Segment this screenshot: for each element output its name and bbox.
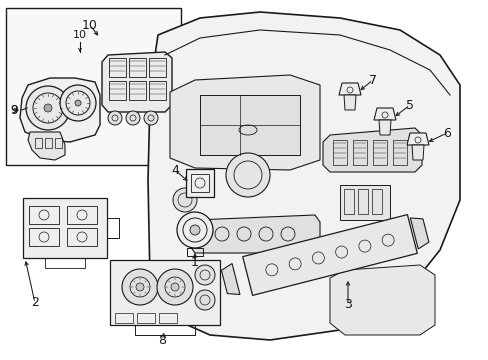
Text: 10: 10 [73, 30, 87, 40]
Bar [339, 185, 389, 220]
Bar [67, 228, 97, 246]
Bar [343, 189, 353, 214]
Circle shape [225, 153, 269, 197]
Circle shape [173, 188, 197, 212]
Bar [392, 140, 406, 165]
Bar [200, 95, 299, 155]
Circle shape [195, 265, 215, 285]
Text: 4: 4 [171, 163, 179, 176]
Circle shape [126, 111, 140, 125]
Circle shape [26, 86, 70, 130]
Text: 10: 10 [82, 18, 98, 32]
Polygon shape [102, 52, 172, 112]
Bar [45, 258, 85, 268]
Circle shape [60, 85, 96, 121]
Bar [109, 81, 126, 100]
Circle shape [108, 111, 122, 125]
Bar [371, 189, 381, 214]
Bar [159, 313, 177, 323]
Polygon shape [323, 128, 421, 172]
Bar [185, 169, 214, 197]
Polygon shape [378, 120, 390, 135]
Text: 9: 9 [10, 104, 18, 117]
Bar [6, 8, 181, 165]
Polygon shape [406, 133, 428, 145]
Bar [352, 140, 366, 165]
Text: 3: 3 [344, 298, 351, 311]
Polygon shape [338, 83, 360, 95]
Polygon shape [373, 108, 395, 120]
Circle shape [44, 104, 52, 112]
Bar [107, 218, 119, 238]
Polygon shape [148, 12, 459, 340]
Bar [186, 248, 203, 256]
Polygon shape [221, 264, 240, 294]
Bar [23, 198, 107, 258]
Polygon shape [343, 95, 355, 110]
Polygon shape [329, 265, 434, 335]
Bar [149, 81, 165, 100]
Text: 8: 8 [158, 333, 165, 346]
Bar [67, 206, 97, 224]
Polygon shape [170, 75, 319, 170]
Circle shape [177, 212, 213, 248]
Text: 5: 5 [405, 99, 413, 112]
Polygon shape [28, 132, 65, 160]
Circle shape [122, 269, 158, 305]
Polygon shape [411, 145, 423, 160]
Bar [129, 58, 146, 77]
Bar [45, 138, 52, 148]
Bar [115, 313, 133, 323]
Bar [332, 140, 346, 165]
Bar [55, 138, 62, 148]
Text: 9: 9 [10, 105, 18, 115]
Text: 1: 1 [191, 256, 199, 269]
Bar [129, 81, 146, 100]
Polygon shape [190, 215, 319, 253]
Bar [372, 140, 386, 165]
Bar [137, 313, 155, 323]
Circle shape [143, 111, 158, 125]
Text: 7: 7 [368, 73, 376, 86]
Circle shape [171, 283, 179, 291]
Text: 6: 6 [442, 126, 450, 140]
Bar [110, 260, 220, 325]
Bar [29, 206, 59, 224]
Bar [135, 325, 195, 335]
Circle shape [195, 290, 215, 310]
Bar [29, 228, 59, 246]
Bar [191, 174, 208, 192]
Bar [109, 58, 126, 77]
Ellipse shape [239, 125, 257, 135]
Bar [149, 58, 165, 77]
Polygon shape [409, 218, 428, 249]
Text: 2: 2 [31, 297, 39, 310]
Circle shape [136, 283, 143, 291]
Bar [357, 189, 367, 214]
Polygon shape [20, 78, 100, 142]
Circle shape [75, 100, 81, 106]
Circle shape [190, 225, 200, 235]
Circle shape [157, 269, 193, 305]
Polygon shape [242, 215, 416, 296]
Bar [35, 138, 42, 148]
